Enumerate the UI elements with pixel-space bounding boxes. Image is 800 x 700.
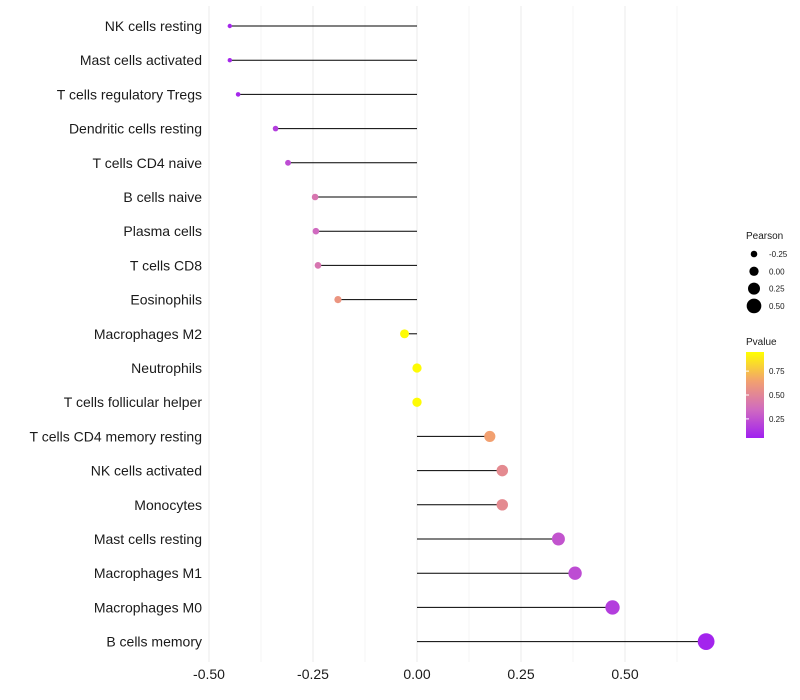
- category-label: B cells memory: [106, 634, 202, 650]
- legend-size-key: [746, 298, 762, 314]
- point-4: [285, 159, 291, 166]
- category-label: T cells CD8: [130, 257, 202, 273]
- x-tick-label: 0.25: [507, 666, 534, 682]
- x-tick-label: 0.00: [403, 666, 430, 682]
- category-label: NK cells resting: [105, 18, 202, 34]
- point-13: [496, 464, 509, 477]
- point-9: [400, 329, 409, 339]
- legend-pvalue: Pvalue 0.25 0.50 0.75: [746, 337, 785, 438]
- legend-size-label: 0.00: [769, 267, 785, 276]
- category-label: T cells follicular helper: [64, 394, 203, 410]
- x-axis-ticks: -0.50 -0.25 0.00 0.25 0.50: [193, 666, 639, 682]
- point-14: [496, 499, 509, 511]
- legend-color-label: 0.25: [769, 415, 785, 424]
- point-10: [412, 363, 422, 373]
- category-labels: NK cells resting Mast cells activated T ce…: [30, 18, 203, 650]
- x-tick-label: -0.50: [193, 666, 225, 682]
- point-1: [227, 58, 232, 63]
- category-label: T cells CD4 naive: [93, 155, 203, 171]
- x-tick-label: -0.25: [297, 666, 329, 682]
- point-15: [551, 532, 565, 546]
- legend-size-label: 0.25: [769, 285, 785, 294]
- point-8: [334, 295, 342, 304]
- point-3: [272, 125, 279, 132]
- category-label: Macrophages M2: [94, 326, 202, 342]
- point-17: [605, 600, 620, 615]
- legend-pvalue-title: Pvalue: [746, 337, 777, 348]
- category-label: Macrophages M1: [94, 565, 202, 581]
- category-label: B cells naive: [123, 189, 202, 205]
- point-12: [484, 430, 496, 442]
- point-18: [697, 633, 715, 650]
- x-tick-label: 0.50: [611, 666, 638, 682]
- point-16: [568, 566, 582, 580]
- point-0: [227, 23, 232, 29]
- category-label: Mast cells activated: [80, 52, 202, 68]
- category-label: Monocytes: [134, 497, 202, 513]
- legend-color-label: 0.50: [769, 391, 785, 400]
- category-label: NK cells activated: [91, 463, 202, 479]
- point-5: [311, 193, 319, 201]
- legend-pearson-title: Pearson: [746, 231, 783, 242]
- legend-size-key: [750, 250, 758, 258]
- category-label: T cells regulatory Tregs: [57, 86, 202, 102]
- legend-size-label: -0.25: [769, 250, 788, 259]
- category-label: Neutrophils: [131, 360, 202, 376]
- category-label: T cells CD4 memory resting: [30, 428, 202, 444]
- point-6: [312, 227, 320, 235]
- category-label: Mast cells resting: [94, 531, 202, 547]
- legend-size-key: [749, 266, 759, 276]
- category-label: Plasma cells: [123, 223, 202, 239]
- pvalue-colorbar: [746, 352, 764, 438]
- legend-pearson: Pearson -0.25 0.00 0.25 0.50: [746, 231, 788, 314]
- point-7: [314, 262, 322, 269]
- legend-color-label: 0.75: [769, 367, 785, 376]
- legend-size-label: 0.50: [769, 302, 785, 311]
- legend-size-key: [748, 282, 760, 295]
- point-2: [235, 92, 241, 97]
- points: [227, 23, 715, 650]
- point-11: [412, 397, 422, 407]
- category-label: Macrophages M0: [94, 599, 202, 615]
- grid: [208, 6, 678, 662]
- category-label: Eosinophils: [130, 292, 202, 308]
- category-label: Dendritic cells resting: [69, 121, 202, 137]
- stems: [229, 25, 707, 643]
